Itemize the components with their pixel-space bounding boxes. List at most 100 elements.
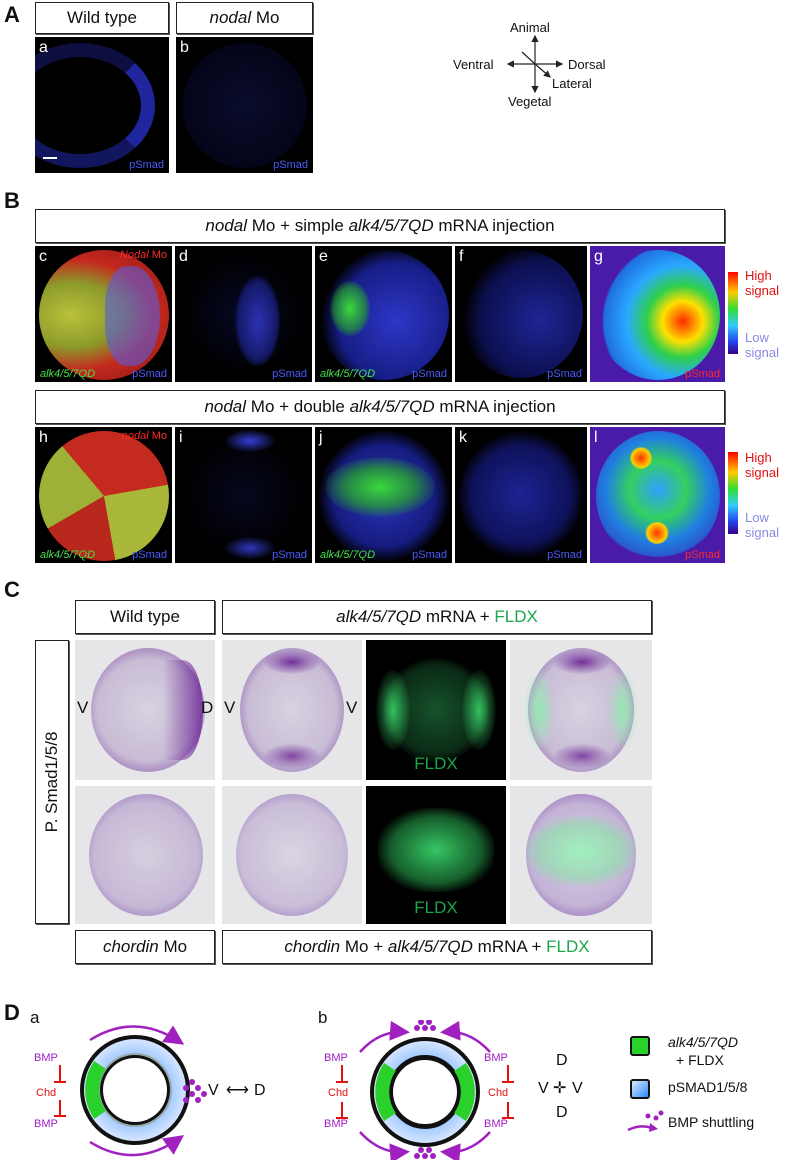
sub-i: i: [179, 429, 183, 446]
compass-d-top: D: [556, 1052, 568, 1069]
sub-l: l: [594, 429, 598, 446]
nodal-label-h: nodal Mo: [121, 430, 167, 442]
header-c-wt-text: Wild type: [110, 607, 180, 626]
marker-h: pSmad: [132, 549, 167, 561]
marker-a: pSmad: [129, 159, 164, 171]
c-label-d1: D: [201, 698, 214, 717]
color-scale-2: [728, 452, 738, 534]
image-e: e alk4/5/7QD pSmad: [315, 246, 452, 382]
image-c-alk-row1: V V: [222, 640, 362, 780]
sub-b: b: [180, 39, 189, 56]
header-b1-nodal: nodal: [205, 216, 247, 235]
marker-e: pSmad: [412, 368, 447, 380]
alk-label-j: alk4/5/7QD: [320, 549, 376, 561]
scale1-low: Low signal: [745, 330, 779, 360]
image-l: l pSmad: [590, 427, 725, 563]
header-c-alk: alk4/5/7QD mRNA + FLDX: [222, 600, 652, 634]
sub-e: e: [319, 248, 328, 265]
image-k: k pSmad: [455, 427, 587, 563]
c-label-v2: V: [224, 698, 236, 717]
bmp-a-bottom: BMP: [34, 1118, 58, 1130]
scale2-low: Low signal: [745, 510, 779, 540]
header-b2-text-b: mRNA injection: [439, 397, 556, 416]
compass-cross-icon: ✛: [553, 1080, 567, 1097]
marker-j: pSmad: [412, 549, 447, 561]
header-b2-nodal: nodal: [204, 397, 247, 416]
header-b-row1: nodal Mo + simple alk4/5/7QD mRNA inject…: [35, 209, 725, 243]
nodal-label-c: Nodal Mo: [119, 249, 167, 261]
panel-c-label: C: [4, 577, 20, 602]
sub-d: d: [179, 248, 188, 265]
legend-shuttle: BMP shuttling: [668, 1114, 755, 1130]
image-i: i pSmad: [175, 427, 312, 563]
axis-animal: Animal: [510, 20, 550, 35]
image-d: d pSmad: [175, 246, 312, 382]
scale1-high: High signal: [745, 268, 779, 298]
image-c-fldx-row2: FLDX: [366, 786, 506, 924]
header-b1-text-a: Mo + simple: [251, 216, 344, 235]
header-c-wild-type: Wild type: [75, 600, 215, 634]
footer-c-alk: chordin Mo + alk4/5/7QD mRNA + FLDX: [222, 930, 652, 964]
alk-label-c: alk4/5/7QD: [40, 368, 96, 380]
fldx-label-1: FLDX: [414, 754, 458, 773]
header-b1-text-b: mRNA injection: [438, 216, 555, 235]
marker-i: pSmad: [272, 549, 307, 561]
legend-alk-swatch: [630, 1036, 650, 1056]
footer-alk-italic: alk4/5/7QD: [387, 937, 473, 956]
image-c-fldx-row1: FLDX: [366, 640, 506, 780]
panel-d-label: D: [4, 1000, 20, 1025]
sub-h: h: [39, 429, 48, 446]
header-mo-text: Mo: [255, 8, 280, 27]
bmp-b-tl: BMP: [324, 1052, 348, 1064]
footer-alk-chordin: chordin: [284, 937, 341, 956]
marker-d: pSmad: [272, 368, 307, 380]
axis-dorsal: Dorsal: [568, 57, 606, 72]
c-label-v1: V: [77, 698, 89, 717]
chd-b-l: Chd: [328, 1087, 349, 1099]
panel-a-label: A: [4, 2, 20, 27]
compass-d-bottom: D: [556, 1104, 568, 1121]
marker-b: pSmad: [273, 159, 308, 171]
diagram-a: [54, 1025, 207, 1157]
d-v-a: V: [208, 1082, 219, 1099]
bmp-a-top: BMP: [34, 1052, 58, 1064]
marker-c: pSmad: [132, 368, 167, 380]
sub-a: a: [39, 39, 48, 56]
image-j: j alk4/5/7QD pSmad: [315, 427, 452, 563]
alk-label-e: alk4/5/7QD: [320, 368, 376, 380]
legend-shuttle-icon: [627, 1110, 664, 1132]
legend-fldx: + FLDX: [676, 1052, 724, 1068]
image-h: h nodal Mo alk4/5/7QD pSmad: [35, 427, 172, 563]
image-f: f pSmad: [455, 246, 587, 382]
side-label: P. Smad1/5/8: [42, 731, 61, 833]
image-c-merge-row2: [510, 786, 652, 924]
sub-c: c: [39, 248, 47, 265]
bmp-b-bl: BMP: [324, 1118, 348, 1130]
axis-ventral: Ventral: [453, 57, 494, 72]
footer-alk-text-a: Mo +: [344, 937, 384, 956]
header-b1-alk: alk4/5/7QD: [348, 216, 434, 235]
sub-j: j: [319, 429, 323, 446]
alk-label-h: alk4/5/7QD: [40, 549, 96, 561]
chd-a: Chd: [36, 1087, 57, 1099]
sub-d-b: b: [318, 1008, 328, 1027]
sub-d-a: a: [30, 1008, 40, 1027]
scale2-high: High signal: [745, 450, 779, 480]
marker-l: pSmad: [685, 549, 720, 561]
marker-g: pSmad: [685, 368, 720, 380]
compass-v-right: V: [572, 1080, 583, 1097]
image-c-wt-row1: V D: [75, 640, 215, 780]
header-b2-alk: alk4/5/7QD: [349, 397, 435, 416]
sub-g: g: [594, 248, 603, 265]
d-arrow-a: ⟷: [226, 1082, 249, 1099]
legend-psmad: pSMAD1/5/8: [668, 1079, 748, 1095]
image-c-merge-row1: [510, 640, 652, 780]
header-nodal-italic: nodal: [209, 8, 252, 27]
legend-psmad-swatch: [630, 1079, 650, 1099]
header-wild-type: Wild type: [35, 2, 169, 34]
image-c-chd-row2: [75, 786, 215, 924]
scale-bar: [43, 157, 57, 159]
diagram-b: [336, 1020, 514, 1160]
header-nodal-mo: nodal Mo: [176, 2, 313, 34]
side-label-box: P. Smad1/5/8: [35, 640, 69, 924]
